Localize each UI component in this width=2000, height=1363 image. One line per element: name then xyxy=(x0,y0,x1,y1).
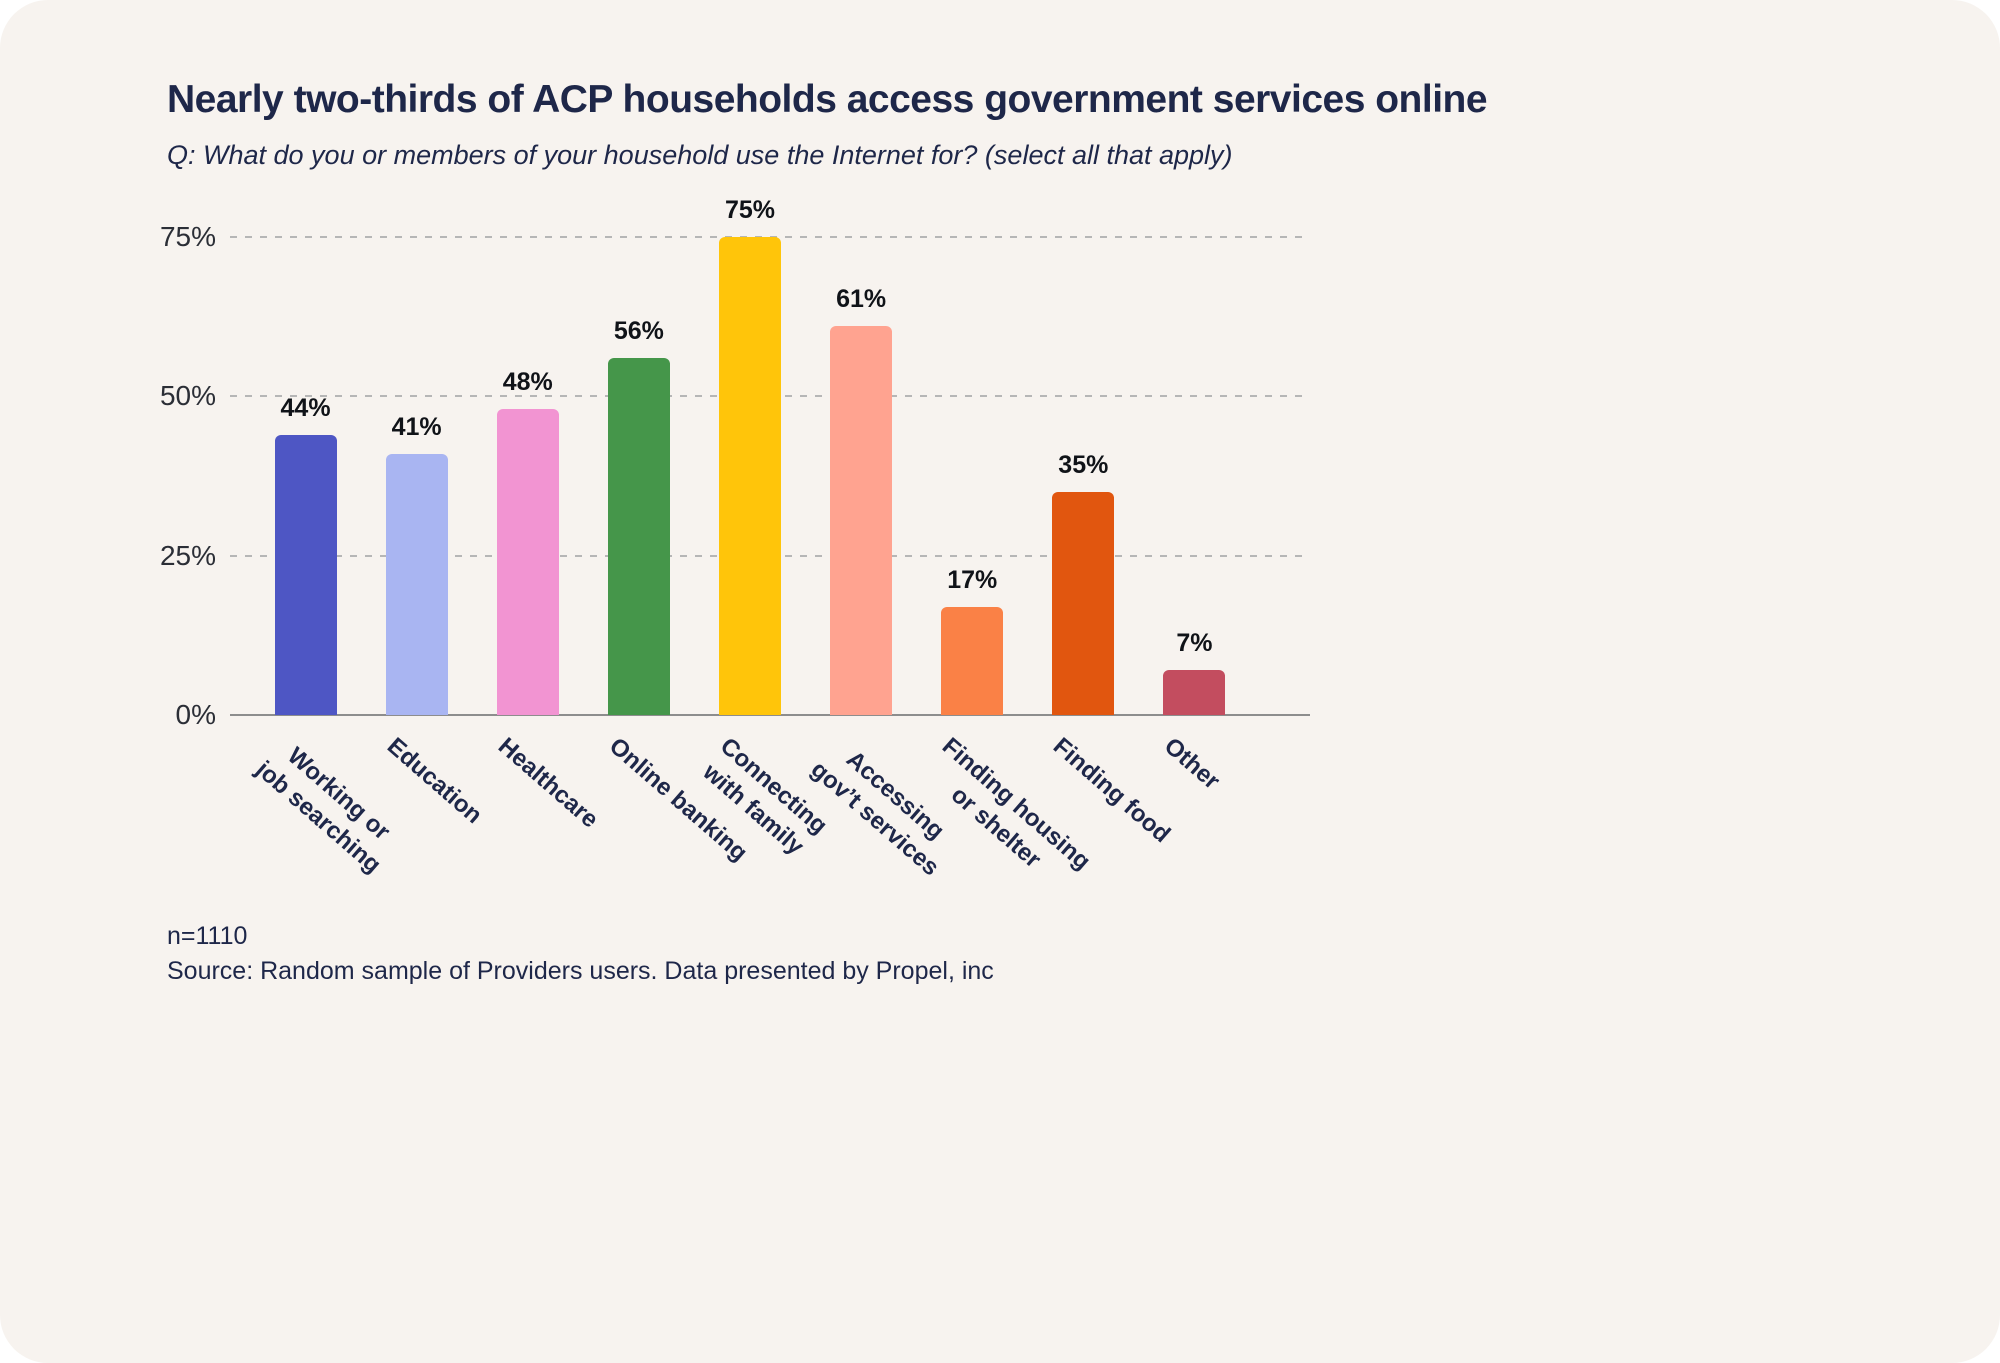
bar-value-label: 48% xyxy=(502,368,553,396)
bar xyxy=(385,453,448,715)
bar-value-label: 61% xyxy=(836,285,887,314)
bar xyxy=(607,358,670,715)
y-tick-label: 25% xyxy=(159,539,216,571)
x-category-label: Healthcare xyxy=(492,732,604,834)
plot-area: 0% 25% 50% 75% 44% Working or job searching 41… xyxy=(160,196,1310,882)
bar-value-label: 41% xyxy=(391,412,442,441)
x-axis-line xyxy=(230,714,1310,716)
x-category-label: Other xyxy=(1159,732,1226,795)
bar-value-label: 56% xyxy=(613,317,664,345)
bar xyxy=(1163,670,1226,715)
bar xyxy=(496,409,559,715)
chart-title: Nearly two-thirds of ACP households acce… xyxy=(167,78,1488,121)
bars-container: 44% Working or job searching 41% Education 4… xyxy=(250,196,1250,882)
bar xyxy=(1052,491,1115,715)
x-category-label: Education xyxy=(381,732,487,829)
bar-value-label: 35% xyxy=(1058,450,1109,479)
y-tick-label: 75% xyxy=(159,220,216,252)
bar-value-label: 7% xyxy=(1176,629,1213,658)
bar-value-label: 75% xyxy=(724,195,776,224)
sample-size-note: n=1110 xyxy=(167,922,248,950)
source-note: Source: Random sample of Providers users… xyxy=(167,957,994,985)
y-tick-label: 0% xyxy=(175,699,216,730)
bar xyxy=(274,434,337,715)
bar-value-label: 17% xyxy=(947,565,998,594)
bar xyxy=(830,326,893,715)
bar-value-label: 44% xyxy=(280,393,331,422)
bar xyxy=(941,606,1004,715)
bar xyxy=(719,236,781,715)
y-tick-label: 50% xyxy=(159,380,216,412)
chart-subtitle: Q: What do you or members of your househ… xyxy=(167,140,1233,170)
